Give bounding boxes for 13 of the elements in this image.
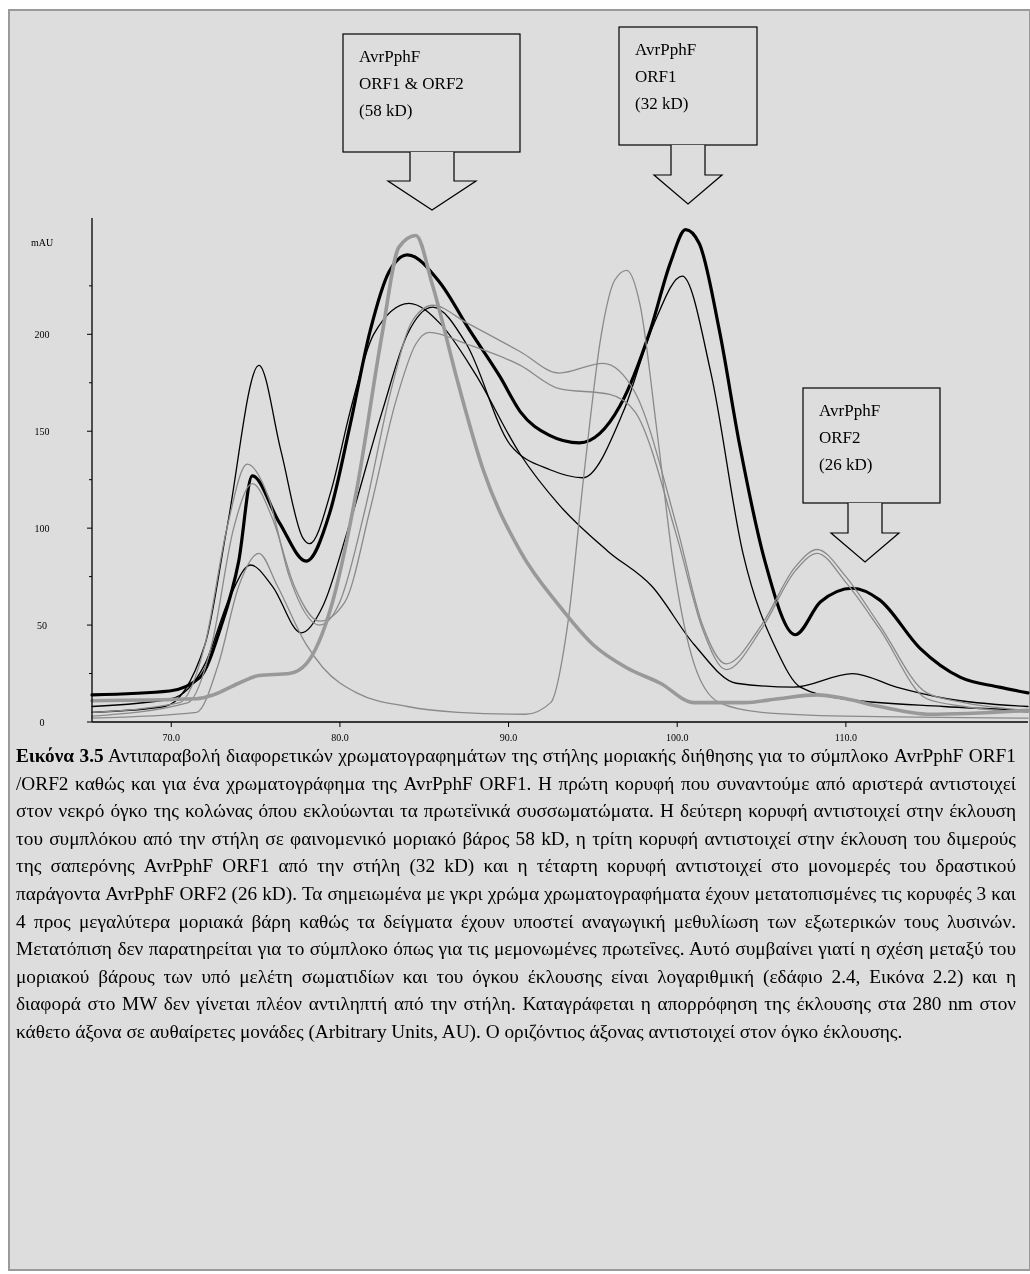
x-tick-label: 80.0 [331, 732, 349, 743]
y-tick-label: 150 [34, 426, 50, 438]
x-tick-label: 100.0 [665, 732, 689, 743]
x-tick-label: 90.0 [499, 732, 518, 743]
y-tick-label: 0 [39, 717, 45, 728]
y-tick-label: 50 [37, 620, 47, 632]
text: Εικόνα 3.5 Αντιπαραβολή διαφορετικών χρωματογραφημάτων της στήλης μοριακής διήθησης για το σύμπλοκο AvrPphF ORF1 /ORF2 καθώς και για ένα χρωματογράφημα της AvrPphF ORF1. Η πρώτη κορυφή που συναντούμε από αριστερά αντιστοιχεί στον νεκρό όγκο της κολώνας όπου εκλούωνται τα πρωτεϊνικά συσσωματώματα. Η δεύτερη κορυφή αντιστοιχεί στην έκλουση του συμπλόκου από την στήλη σε φαινομενικό μοριακό βάρος 58 kD, η τρίτη κορυφή αντιστοιχεί στην έκλουση του διμερούς της σαπερόνης AvrPphF ORF1 από την στήλη (32 kD) και η τέταρτη κορυφή αντιστοιχεί στο μονομερές του δραστικού παράγοντα AvrPphF ORF2 (26 kD). Τα σημειωμένα με γκρι χρώμα χρωματογραφήματα έχουν μετατοπισμένες τις κορυφές 3 και 4 προς μεγαλύτερα μοριακά βάρη καθώς τα δείγματα έχουν υποστεί αναγωγική μεθυλίωση των εξωτερικών τους λυσινών. Μετατόπιση δεν παρατηρείται για το σύμπλοκο όπως για τις μεμονωμένες πρωτεΐνες. Αυτό συμβαίνει γιατί η σχέση μεταξύ του μοριακού βάρους των υπό μελέτη σωματιδίων και του όγκου έκλουσης είναι λογαριθμική (εδάφιο 2.4, Εικόνα 2.2) και η διαφορά στο MW δεν γίνεται πλέον αντιληπτή από την στήλη. Καταγράφεται η απορρόφηση της έκλουσης στα 280 nm στον κάθετο άξονα σε αυθαίρετες μονάδες (Arbitrary Units, AU). Ο οριζόντιος άξονας αντιστοιχεί στον όγκο έκλουσης. [16, 745, 1016, 1042]
y-tick-label: 200 [34, 329, 50, 341]
annotation: AvrPphF ORF2 (26 kD) [819, 401, 881, 474]
x-tick-label: 70.0 [162, 732, 181, 743]
y-axis-title: mAU [30, 237, 54, 248]
x-tick-label: 110.0 [834, 732, 857, 743]
y-tick-label: 100 [34, 523, 50, 535]
